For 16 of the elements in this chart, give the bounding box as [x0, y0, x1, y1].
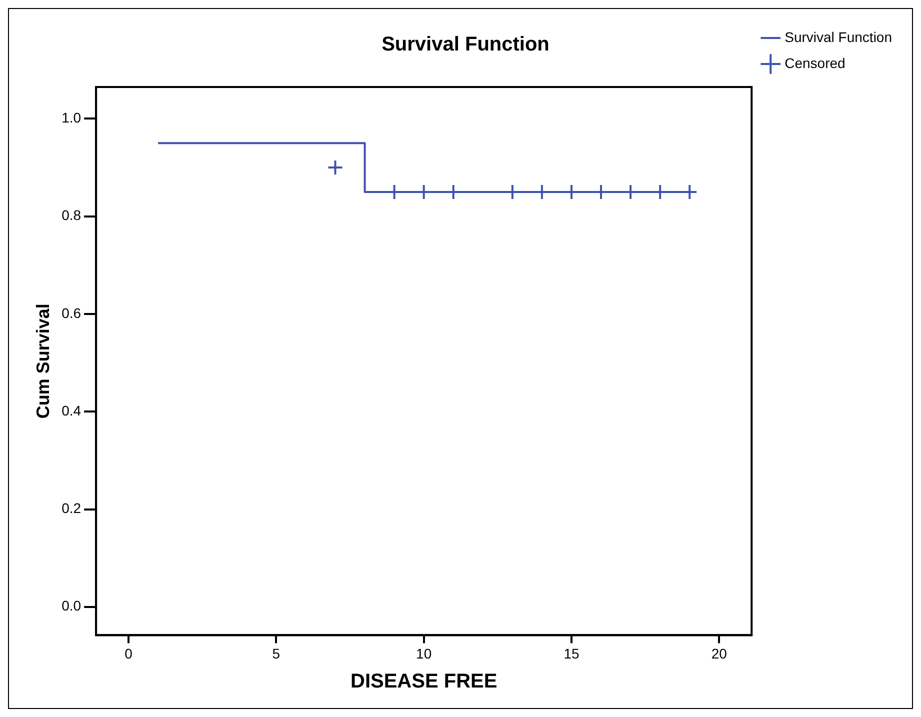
x-tick-label: 5 — [272, 645, 280, 662]
y-tick-label: 0.8 — [62, 207, 82, 224]
x-tick-label: 15 — [564, 645, 580, 662]
legend-label: Survival Function — [784, 28, 892, 45]
y-tick-label: 1.0 — [62, 110, 82, 126]
y-tick-label: 0.4 — [62, 402, 82, 418]
legend-label: Censored — [784, 54, 846, 71]
x-tick-label: 20 — [711, 645, 728, 662]
x-axis-title: DISEASE FREE — [350, 670, 498, 693]
x-tick-label: 0 — [124, 645, 133, 662]
y-axis-title: Cum Survival — [32, 304, 53, 419]
chart-title: Survival Function — [382, 34, 550, 56]
x-tick-label: 10 — [416, 645, 432, 662]
y-tick-label: 0.6 — [62, 304, 82, 321]
y-tick-label: 0.2 — [62, 500, 82, 516]
y-tick-label: 0.0 — [62, 598, 82, 614]
